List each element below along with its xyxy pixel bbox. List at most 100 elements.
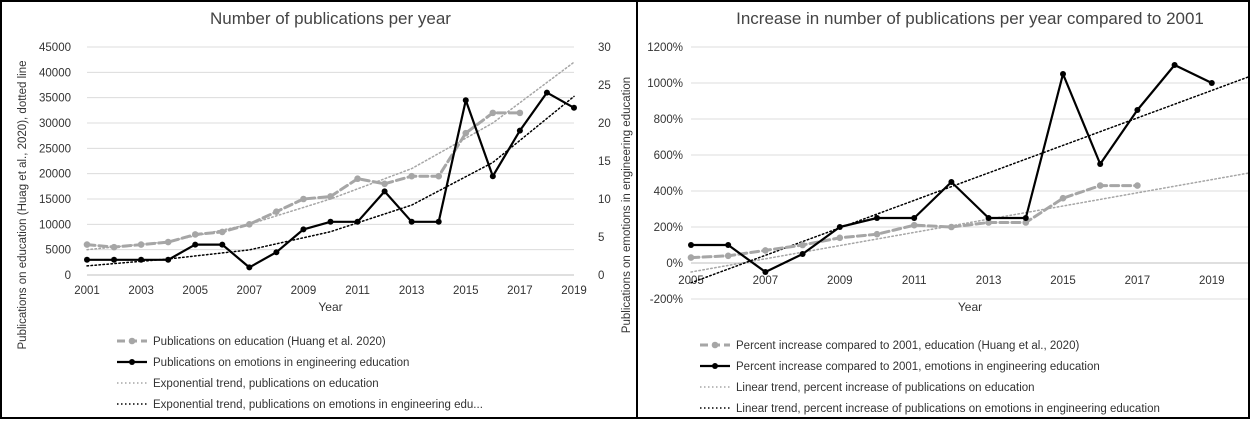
y-tick-label: 40000 — [39, 67, 71, 79]
y-tick-label: 0 — [65, 270, 71, 282]
data-point — [1022, 219, 1030, 226]
data-point — [462, 129, 470, 137]
data-point — [948, 179, 955, 185]
y-tick-label: 10000 — [39, 219, 71, 231]
data-point — [381, 188, 388, 195]
data-point — [84, 256, 90, 263]
data-point — [273, 208, 280, 215]
legend-entry: Linear trend, percent increase of public… — [736, 403, 1160, 415]
data-point — [1171, 62, 1178, 68]
data-point — [985, 219, 992, 226]
x-tick-label: 2007 — [753, 275, 779, 287]
x-tick-label: 2009 — [291, 285, 317, 297]
data-point — [1060, 71, 1066, 77]
x-tick-label: 2011 — [902, 275, 927, 287]
y-tick-label: 35000 — [39, 93, 71, 105]
y2-tick-label: 10 — [598, 194, 611, 206]
data-point — [110, 243, 118, 251]
data-point — [874, 215, 880, 221]
chart-title: Number of publications per year — [210, 9, 451, 28]
y2-tick-label: 0 — [598, 270, 604, 282]
legend-entry: Publications on education (Huang et al. … — [153, 336, 386, 348]
y2-tick-label: 25 — [598, 80, 611, 92]
data-point — [836, 234, 844, 242]
data-point — [165, 256, 172, 263]
x-tick-label: 2019 — [561, 285, 587, 297]
series-line-2 — [689, 63, 1213, 274]
y-tick-label: 400% — [654, 186, 683, 198]
chart-publications-per-year: Number of publications per year 0 5000 1000… — [17, 9, 633, 411]
data-point — [1096, 182, 1104, 189]
data-point — [799, 251, 806, 257]
series-line-4 — [86, 95, 575, 267]
legend-entry: Percent increase compared to 2001, educa… — [736, 340, 1079, 352]
data-point — [489, 109, 497, 117]
data-point — [246, 221, 253, 228]
data-point — [300, 226, 307, 233]
y-tick-label: 1000% — [647, 78, 683, 90]
legend-entry: Exponential trend, publications on educa… — [153, 378, 379, 390]
data-point — [218, 228, 226, 236]
y-tick-label: 25000 — [39, 143, 71, 155]
data-point — [1059, 194, 1067, 202]
data-point — [83, 241, 91, 248]
data-point — [408, 218, 415, 225]
y-tick-label: 600% — [654, 150, 683, 162]
data-point — [191, 231, 199, 238]
x-tick-label: 2003 — [128, 285, 154, 297]
data-point — [408, 172, 415, 180]
legend-swatch-marker — [128, 337, 136, 345]
data-point — [300, 195, 307, 203]
y-tick-label: 200% — [654, 222, 683, 234]
data-point — [138, 256, 145, 263]
legend-entry: Percent increase compared to 2001, emoti… — [736, 361, 1100, 373]
data-point — [985, 215, 992, 221]
data-point — [246, 264, 253, 271]
legend-entry: Linear trend, percent increase of public… — [736, 382, 1035, 394]
x-tick-label: 2019 — [1199, 275, 1225, 287]
data-point — [1208, 80, 1215, 86]
chart-title: Increase in number of publications per y… — [736, 9, 1204, 28]
data-point — [516, 127, 523, 134]
y-tick-label: -200% — [650, 294, 683, 306]
chart-percent-increase: Increase in number of publications per y… — [647, 9, 1250, 415]
x-tick-label: 2011 — [345, 285, 370, 297]
legend-swatch-marker — [129, 359, 135, 365]
y-tick-label: 20000 — [39, 169, 71, 181]
y-tick-label: 800% — [654, 114, 683, 126]
data-point — [354, 218, 361, 225]
legend-entry: Publications on emotions in engineering … — [153, 357, 409, 369]
data-point — [354, 175, 361, 183]
data-point — [273, 249, 280, 256]
data-point — [836, 224, 843, 230]
data-point — [192, 241, 199, 248]
data-point — [435, 218, 442, 225]
y-tick-label: 45000 — [39, 42, 71, 54]
y2-tick-label: 15 — [598, 156, 611, 168]
data-point — [873, 230, 881, 238]
data-point — [911, 215, 918, 221]
legend-entry: Exponential trend, publications on emoti… — [153, 399, 483, 411]
y-tick-label: 15000 — [39, 194, 71, 206]
data-point — [489, 173, 496, 180]
data-point — [1097, 161, 1104, 167]
y-tick-label: 1200% — [647, 42, 683, 54]
x-tick-label: 2005 — [182, 285, 208, 297]
data-point — [688, 242, 694, 248]
x-tick-label: 2009 — [827, 275, 853, 287]
data-point — [725, 242, 732, 248]
data-point — [137, 241, 145, 248]
x-tick-label: 2013 — [976, 275, 1002, 287]
data-point — [799, 241, 806, 249]
y-tick-label: 30000 — [39, 118, 71, 130]
data-point — [543, 89, 550, 96]
data-point — [571, 104, 577, 111]
legend-swatch-marker — [711, 341, 719, 349]
data-point — [1134, 107, 1141, 113]
y-axis-label: Publications on education (Huag et al., … — [17, 61, 29, 350]
x-axis-label: Year — [318, 300, 342, 314]
data-point — [435, 172, 443, 180]
